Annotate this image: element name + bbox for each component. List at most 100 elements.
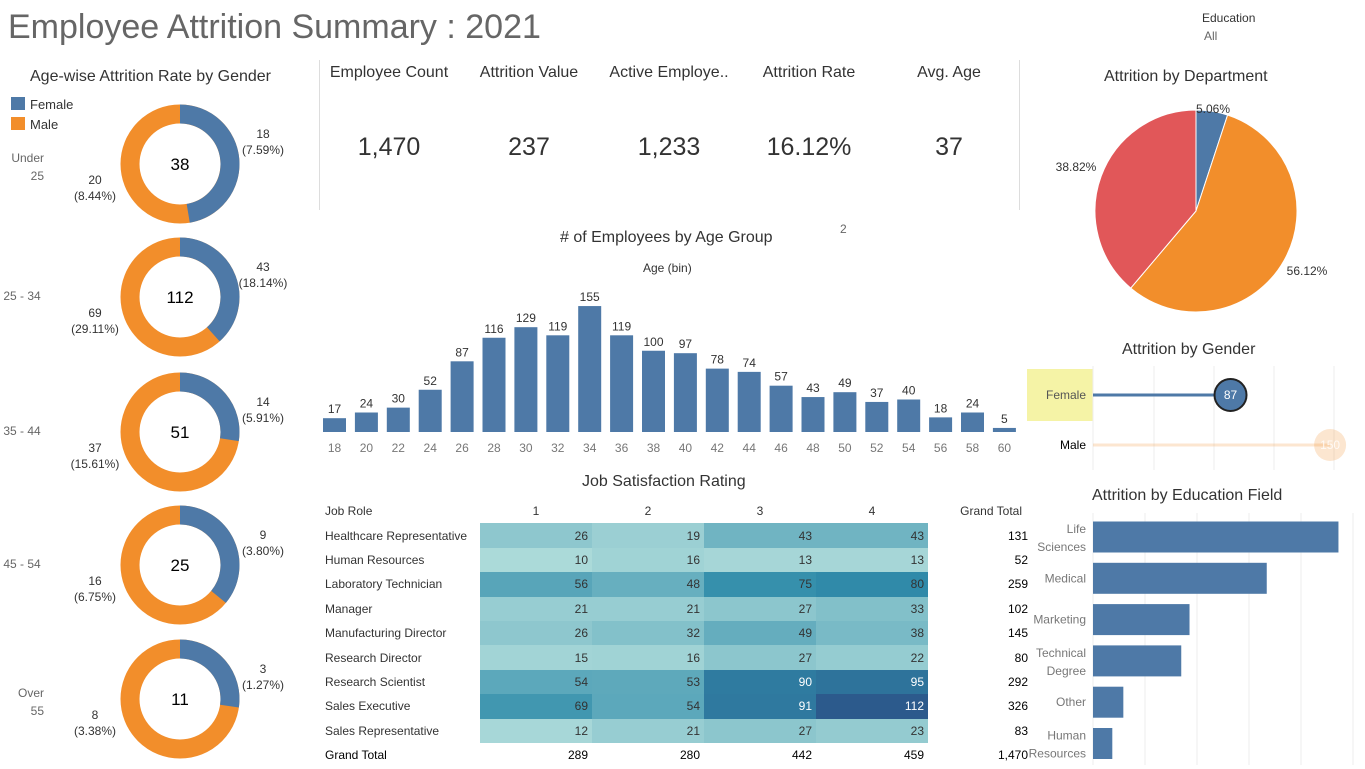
- donut-total-label: 38: [171, 155, 190, 174]
- age-tick-label: 38: [647, 441, 661, 455]
- gender-dot-value: 150: [1320, 438, 1340, 452]
- row-grand-total: 326: [1007, 699, 1028, 714]
- heatmap-cell: 49: [704, 620, 816, 646]
- heatmap-cell: 16: [592, 645, 704, 670]
- age-bar: [386, 407, 410, 432]
- education-label: Other: [1056, 695, 1086, 709]
- age-tick-label: 32: [551, 441, 565, 455]
- education-filter-label: Education: [1202, 11, 1256, 25]
- age-group-label: Under 25: [11, 151, 44, 183]
- legend-female-label[interactable]: Female: [30, 97, 74, 112]
- age-bar-value: 43: [806, 381, 820, 395]
- job-role-label: Manufacturing Director: [325, 626, 447, 641]
- row-grand-total: 80: [1014, 650, 1028, 665]
- age-tick-label: 42: [711, 441, 725, 455]
- column-header-3: 3: [756, 504, 764, 519]
- age-chart-note: 2: [840, 222, 847, 236]
- age-bar-value: 40: [902, 384, 916, 398]
- age-tick-label: 44: [743, 441, 757, 455]
- donut-male-pct: (8.44%): [73, 189, 117, 203]
- table-row: Sales Executive 69 54 91 112 326: [323, 694, 1034, 719]
- donut-total-label: 25: [171, 556, 190, 575]
- education-label: Technical: [1036, 646, 1086, 660]
- heatmap-cell: 10: [480, 547, 592, 573]
- age-bar: [801, 397, 825, 432]
- donut-1: 38: [120, 104, 240, 224]
- job-role-label: Manager: [325, 601, 373, 616]
- kpi-employee-count-label: Employee Count: [329, 64, 449, 81]
- age-bar-value: 24: [360, 397, 374, 411]
- age-bar-value: 87: [455, 345, 469, 359]
- education-label: Marketing: [1033, 613, 1086, 627]
- gender-dot: [1213, 378, 1248, 412]
- age-tick-label: 34: [583, 441, 597, 455]
- heatmap-cell: 56: [480, 572, 592, 597]
- column-grand-total: 459: [903, 748, 924, 763]
- donut-male-value: 69: [88, 306, 102, 320]
- donut-4: 25: [120, 505, 240, 625]
- donut-male-pct: (3.38%): [73, 724, 117, 738]
- age-tick-label: 18: [328, 441, 342, 455]
- heatmap-cell: 90: [704, 669, 816, 695]
- age-bar: [833, 392, 857, 432]
- table-row: Sales Representative 12 21 27 23 83: [323, 718, 1034, 743]
- age-bar-value: 17: [328, 402, 342, 416]
- age-tick-label: 24: [424, 441, 438, 455]
- kpi-divider-right: [1019, 60, 1020, 210]
- pie-slice-label: 56.12%: [1287, 264, 1328, 278]
- age-tick-label: 50: [838, 441, 852, 455]
- heatmap-cell: 26: [480, 523, 592, 548]
- age-group-label: 45 - 54: [3, 557, 41, 571]
- kpi-attrition-value-label: Attrition Value: [479, 64, 579, 81]
- age-bar: [673, 353, 697, 432]
- heatmap-cell: 95: [816, 669, 928, 695]
- heatmap-cell: 75: [704, 572, 816, 597]
- education-filter-dropdown[interactable]: All: [1204, 29, 1218, 43]
- age-tick-label: 26: [455, 441, 469, 455]
- age-bar: [610, 335, 634, 432]
- heatmap-cell: 80: [816, 572, 928, 597]
- kpi-attrition-rate-value: 16.12%: [766, 133, 852, 161]
- gender-dot-value: 87: [1224, 388, 1238, 402]
- age-group-bar-chart: 17 18 24 20 30 22 52 24 87 26 116 28 129 30 119 32 155 34…: [323, 290, 1016, 455]
- donut-total-label: 11: [171, 690, 189, 709]
- age-group-label: 25 - 34: [3, 289, 41, 303]
- legend-male-label[interactable]: Male: [30, 117, 59, 132]
- column-header-2: 2: [644, 504, 652, 519]
- age-bar: [514, 327, 538, 432]
- donut-male-pct: (15.61%): [70, 457, 120, 471]
- heatmap-cell: 21: [480, 596, 592, 621]
- age-tick-label: 36: [615, 441, 629, 455]
- heatmap-cell: 16: [592, 547, 704, 573]
- age-bar: [450, 361, 474, 432]
- age-bar: [482, 337, 506, 432]
- table-row: Research Scientist 54 53 90 95 292: [323, 669, 1034, 695]
- department-pie-chart: 5.06% 56.12% 38.82%: [1056, 102, 1328, 313]
- donut-female-value: 14: [256, 395, 270, 409]
- donut-male-pct: (29.11%): [71, 322, 119, 336]
- heatmap-cell: 21: [592, 596, 704, 621]
- heatmap-cell: 13: [704, 547, 816, 573]
- job-role-label: Sales Executive: [325, 699, 411, 714]
- grand-total-label: Grand Total: [325, 748, 387, 763]
- education-bar: [1093, 562, 1267, 594]
- kpi-avg-age-label: Avg. Age: [917, 64, 981, 81]
- donut-total-label: 51: [171, 423, 190, 442]
- age-tick-label: 46: [774, 441, 788, 455]
- heatmap-cell: 32: [592, 620, 704, 646]
- heatmap-cell: 43: [704, 523, 816, 548]
- heatmap-cell: 48: [592, 572, 704, 597]
- donut-female-value: 3: [259, 662, 267, 676]
- table-row: Human Resources 10 16 13 13 52: [323, 547, 1034, 573]
- heatmap-cell: 15: [480, 645, 592, 670]
- heatmap-cell: 91: [704, 694, 816, 719]
- department-chart-title: Attrition by Department: [1104, 68, 1268, 85]
- education-label: Sciences: [1037, 540, 1086, 554]
- age-bar: [418, 389, 442, 432]
- age-tick-label: 54: [902, 441, 916, 455]
- age-tick-label: 52: [870, 441, 884, 455]
- gender-dot: [1314, 429, 1347, 461]
- age-bar-value: 78: [711, 353, 725, 367]
- kpi-active-employees-label: Active Employe..: [609, 64, 729, 81]
- heatmap-cell: 112: [816, 694, 928, 719]
